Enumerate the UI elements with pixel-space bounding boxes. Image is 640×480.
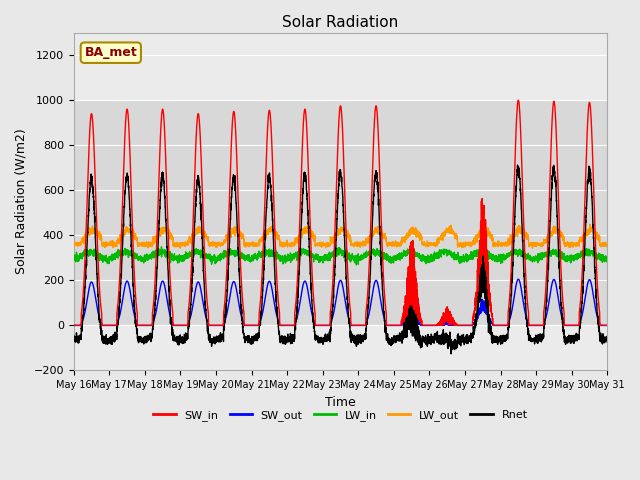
Rnet [70,336,77,341]
Text: BA_met: BA_met [84,46,137,59]
LW_in [460,255,468,261]
Rnet [460,335,468,341]
LW_out [431,241,438,247]
LW_in [261,243,269,249]
Line: LW_in: LW_in [74,246,607,265]
SW_out [70,323,77,328]
SW_in [70,323,77,328]
LW_out [586,221,594,227]
Rnet [431,334,438,340]
Rnet [603,337,611,343]
Rnet [490,336,498,342]
SW_out [490,323,498,328]
Rnet [514,162,522,168]
SW_in [166,266,173,272]
Line: SW_in: SW_in [74,100,607,325]
LW_in [166,252,173,258]
Title: Solar Radiation: Solar Radiation [282,15,399,30]
LW_out [166,234,173,240]
SW_out [460,323,468,328]
SW_out [321,323,328,328]
SW_out [166,311,173,317]
Legend: SW_in, SW_out, LW_in, LW_out, Rnet: SW_in, SW_out, LW_in, LW_out, Rnet [149,406,532,426]
SW_in [460,323,468,328]
LW_out [604,243,611,249]
SW_out [515,276,522,282]
Y-axis label: Solar Radiation (W/m2): Solar Radiation (W/m2) [15,129,28,275]
SW_in [515,97,522,103]
SW_out [603,323,611,328]
SW_in [603,323,611,328]
LW_out [460,244,468,250]
SW_out [431,323,438,328]
LW_out [70,243,77,249]
Rnet [321,338,328,344]
Line: Rnet: Rnet [74,165,607,354]
LW_out [603,241,611,247]
Rnet [604,339,611,345]
SW_in [321,323,328,328]
SW_in [431,323,438,328]
X-axis label: Time: Time [325,396,356,408]
LW_in [353,262,360,268]
SW_in [490,323,498,328]
Rnet [166,297,173,302]
Line: LW_out: LW_out [74,224,607,248]
LW_in [70,256,77,262]
Rnet [447,351,455,357]
LW_in [603,255,611,261]
LW_in [604,259,611,265]
LW_out [321,241,328,247]
LW_out [490,241,498,247]
SW_in [604,323,611,328]
LW_out [529,245,536,251]
LW_in [321,254,328,260]
LW_in [431,249,438,255]
Bar [74,100,607,325]
LW_in [490,253,498,259]
SW_out [604,323,611,328]
Line: SW_out: SW_out [74,279,607,325]
